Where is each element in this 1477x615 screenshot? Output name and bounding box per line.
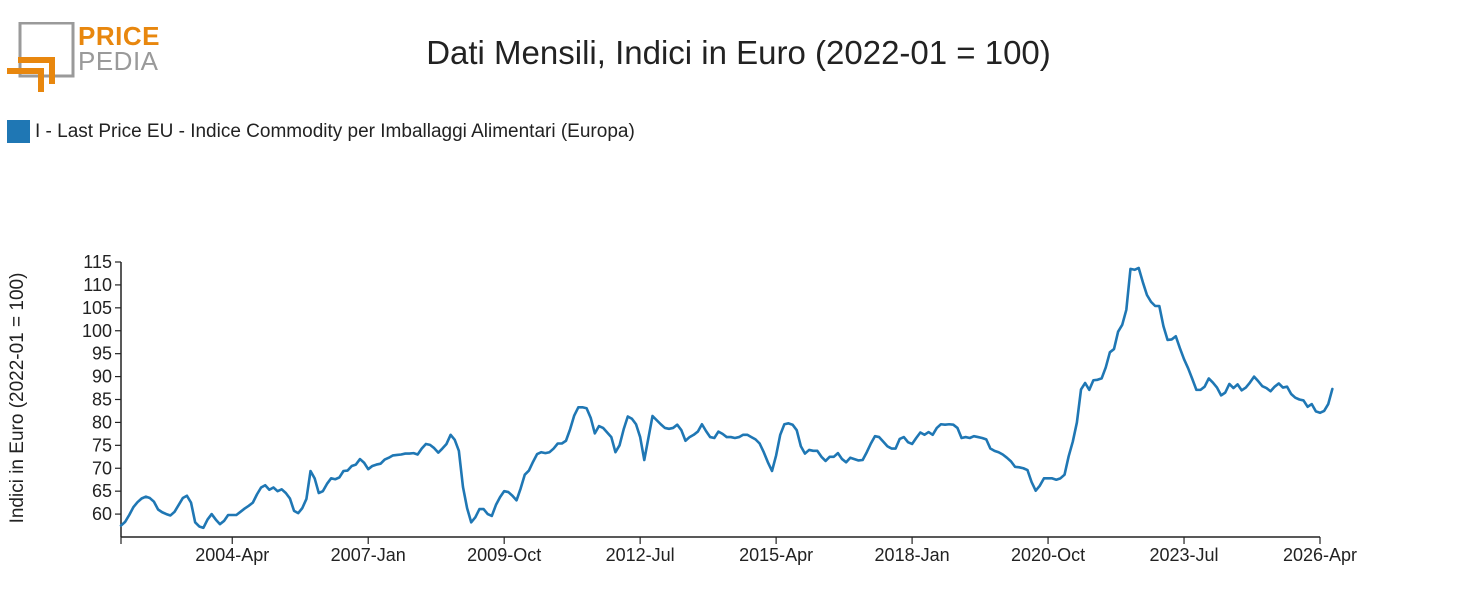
x-tick-label: 2004-Apr — [195, 545, 269, 565]
pricepedia-logo: PRICE PEDIA — [6, 21, 166, 94]
chart-marks — [119, 266, 1334, 530]
y-tick-label: 100 — [82, 321, 112, 341]
y-tick-label: 115 — [83, 252, 112, 272]
x-tick-label: 2020-Oct — [1011, 545, 1085, 565]
logo-wordmark: PRICE PEDIA — [78, 21, 160, 76]
y-tick-label: 85 — [92, 390, 112, 410]
y-tick-label: 95 — [92, 344, 112, 364]
x-tick-label: 2026-Apr — [1283, 545, 1357, 565]
legend-label: I - Last Price EU - Indice Commodity per… — [35, 120, 635, 142]
y-tick-label: 80 — [92, 412, 112, 432]
y-tick-label: 65 — [92, 481, 112, 501]
y-tick-label: 110 — [83, 275, 112, 295]
y-tick-label: 105 — [82, 298, 112, 318]
x-tick-label: 2009-Oct — [467, 545, 541, 565]
x-tick-label: 2023-Jul — [1150, 545, 1219, 565]
y-axis-label: Indici in Euro (2022-01 = 100) — [7, 273, 28, 524]
y-tick-label: 75 — [92, 435, 112, 455]
x-tick-label: 2015-Apr — [739, 545, 813, 565]
logo-line-price: PRICE — [78, 21, 160, 51]
chart-title: Dati Mensili, Indici in Euro (2022-01 = … — [426, 34, 1051, 71]
x-tick-label: 2012-Jul — [606, 545, 675, 565]
x-tick-label: 2007-Jan — [331, 545, 406, 565]
logo-line-pedia: PEDIA — [78, 46, 159, 76]
legend-swatch — [7, 120, 30, 143]
pricepedia-logo-icon — [7, 21, 75, 92]
x-tick-label: 2018-Jan — [875, 545, 950, 565]
series-line-0 — [119, 266, 1334, 530]
y-tick-label: 70 — [92, 458, 112, 478]
chart-legend[interactable]: I - Last Price EU - Indice Commodity per… — [7, 120, 635, 143]
y-tick-label: 90 — [92, 367, 112, 387]
y-tick-label: 60 — [92, 504, 112, 524]
